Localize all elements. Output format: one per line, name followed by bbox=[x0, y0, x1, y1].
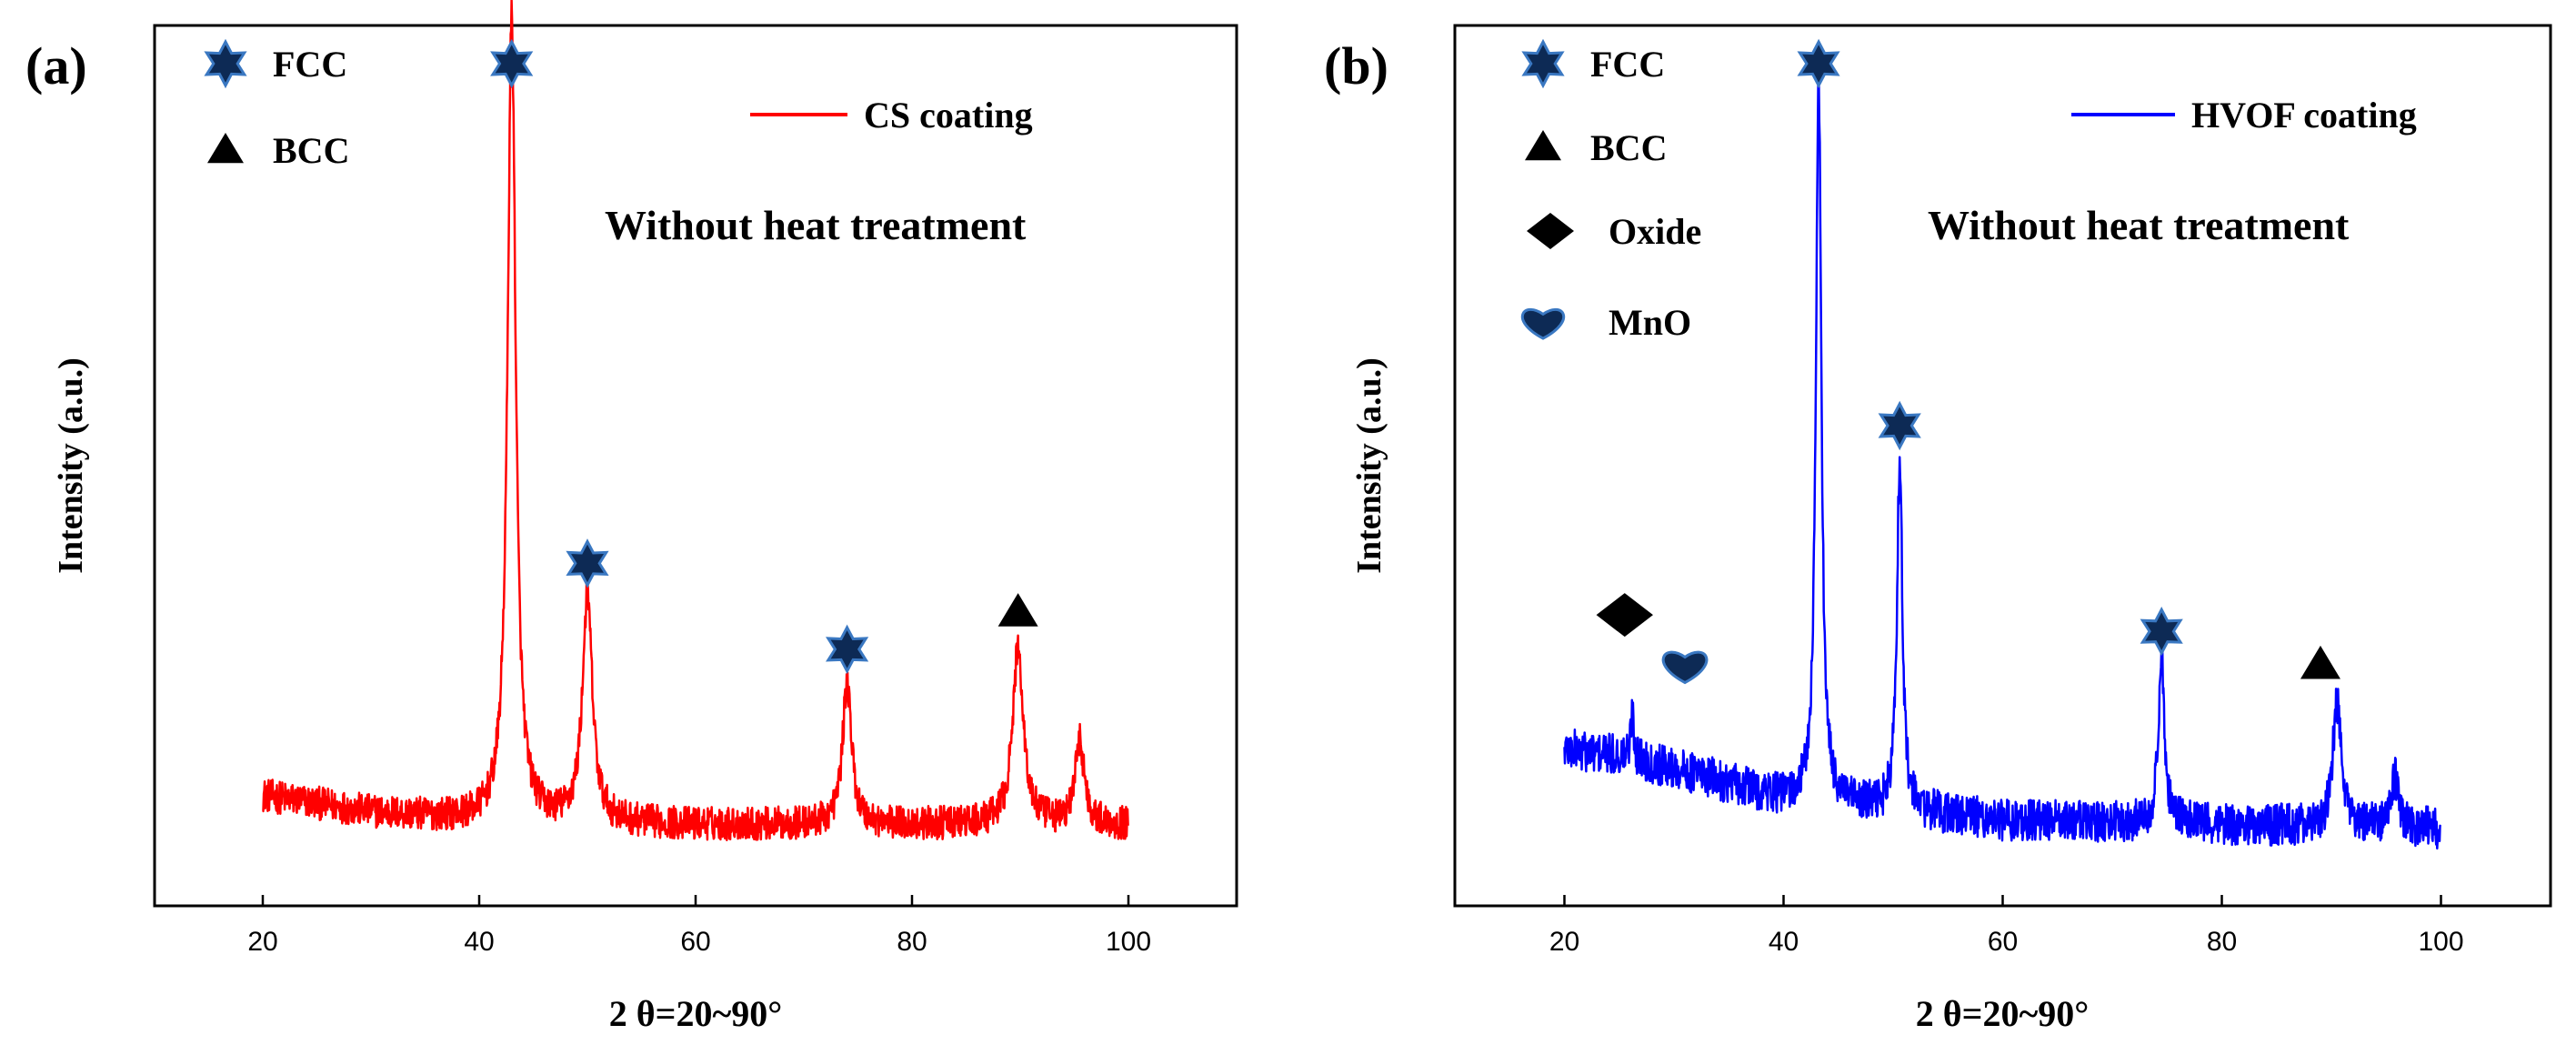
legend-label: Oxide bbox=[1609, 211, 1701, 252]
panel-a-legend-series: CS coating bbox=[864, 95, 1033, 136]
legend-triangle-icon bbox=[207, 133, 244, 164]
panel-a-peak-markers bbox=[490, 38, 1038, 675]
panel-a: (a) Intensity (a.u.) 2 θ=20~90° Without … bbox=[25, 0, 1238, 1034]
x-tick-label: 60 bbox=[1988, 927, 2018, 957]
panel-a-cs-coating-line bbox=[262, 0, 1129, 841]
panel-a-x-ticks: 20 40 60 80 100 bbox=[247, 895, 1151, 957]
x-tick-label: 60 bbox=[680, 927, 710, 957]
marker-fcc-star-icon bbox=[1878, 400, 1921, 451]
marker-bcc-triangle-icon bbox=[2300, 645, 2340, 679]
marker-fcc-star-icon bbox=[490, 38, 534, 89]
legend-star-icon bbox=[204, 38, 247, 89]
panel-b-ylabel: Intensity (a.u.) bbox=[1350, 357, 1388, 574]
marker-mno-heart-icon bbox=[1661, 650, 1709, 685]
marker-oxide-diamond-icon bbox=[1596, 593, 1653, 638]
panel-b-hvof-coating-line bbox=[1563, 64, 2442, 850]
x-tick-label: 80 bbox=[2207, 927, 2237, 957]
legend-label: MnO bbox=[1609, 302, 1691, 343]
marker-fcc-star-icon bbox=[2140, 606, 2183, 657]
panel-a-phase-legend: FCC BCC bbox=[204, 38, 349, 171]
panel-a-ylabel: Intensity (a.u.) bbox=[52, 357, 90, 574]
legend-diamond-icon bbox=[1527, 213, 1574, 249]
x-tick-label: 100 bbox=[1106, 927, 1151, 957]
legend-star-icon bbox=[1521, 38, 1565, 89]
marker-fcc-star-icon bbox=[566, 538, 609, 588]
x-tick-label: 80 bbox=[897, 927, 927, 957]
panel-b-x-ticks: 20 40 60 80 100 bbox=[1549, 895, 2464, 957]
x-tick-label: 20 bbox=[1549, 927, 1579, 957]
x-tick-label: 40 bbox=[1769, 927, 1799, 957]
marker-bcc-triangle-icon bbox=[997, 593, 1038, 627]
legend-heart-icon bbox=[1520, 307, 1566, 340]
panel-b-label: (b) bbox=[1324, 36, 1388, 95]
x-tick-label: 40 bbox=[464, 927, 494, 957]
panel-a-plot-area bbox=[262, 0, 1129, 841]
marker-fcc-star-icon bbox=[825, 624, 869, 675]
panel-b-phase-legend: FCC BCC Oxide MnO bbox=[1520, 38, 1701, 343]
x-tick-label: 20 bbox=[247, 927, 277, 957]
x-tick-label: 100 bbox=[2418, 927, 2463, 957]
legend-label: FCC bbox=[273, 44, 347, 85]
panel-b-annotation: Without heat treatment bbox=[1928, 202, 2350, 248]
panel-a-xlabel: 2 θ=20~90° bbox=[609, 993, 782, 1034]
panel-b-plot-area bbox=[1563, 64, 2442, 850]
panel-b-legend-series: HVOF coating bbox=[2191, 95, 2417, 136]
legend-label: BCC bbox=[273, 130, 349, 171]
panel-b-xlabel: 2 θ=20~90° bbox=[1916, 993, 2089, 1034]
legend-triangle-icon bbox=[1525, 130, 1561, 161]
legend-label: FCC bbox=[1590, 44, 1665, 85]
legend-label: BCC bbox=[1590, 127, 1667, 168]
panel-b-peak-markers bbox=[1596, 38, 2340, 685]
panel-a-annotation: Without heat treatment bbox=[605, 202, 1027, 248]
panel-a-label: (a) bbox=[25, 36, 87, 95]
marker-fcc-star-icon bbox=[1797, 38, 1840, 89]
panel-b: (b) Intensity (a.u.) 2 θ=20~90° Without … bbox=[1324, 24, 2552, 1034]
